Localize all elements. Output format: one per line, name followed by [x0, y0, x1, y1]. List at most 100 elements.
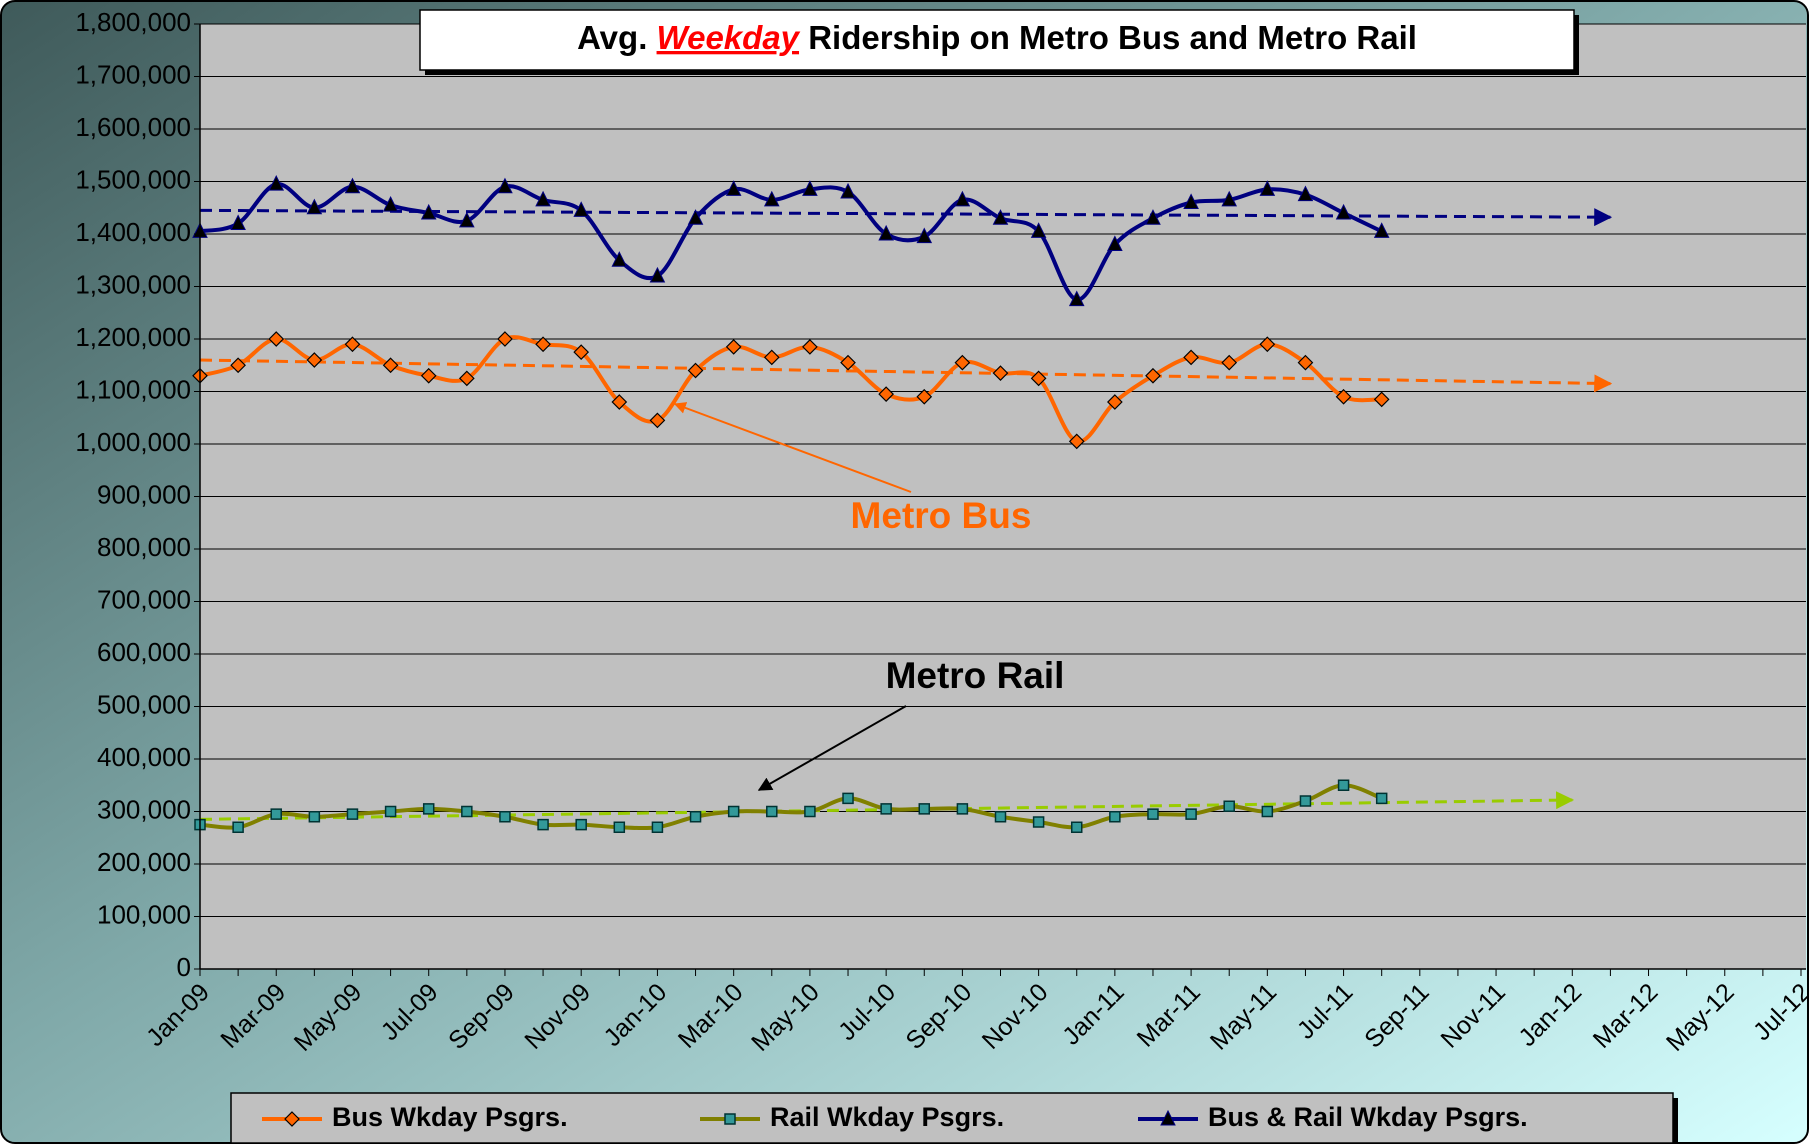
- marker: [382, 196, 399, 212]
- y-tick-label: 600,000: [97, 637, 191, 667]
- marker: [1145, 209, 1161, 225]
- y-tick-label: 1,400,000: [75, 217, 191, 247]
- marker: [840, 354, 856, 371]
- marker: [1299, 795, 1312, 807]
- y-tick-label: 1,300,000: [75, 269, 191, 299]
- marker: [1183, 349, 1199, 366]
- marker: [649, 412, 666, 429]
- marker: [994, 811, 1007, 823]
- y-tick-label: 1,800,000: [75, 7, 191, 37]
- marker: [268, 331, 285, 347]
- marker: [916, 227, 933, 244]
- marker: [842, 792, 854, 805]
- marker: [649, 266, 666, 283]
- marker: [1261, 805, 1274, 818]
- marker: [344, 336, 361, 353]
- title-part: Weekday: [657, 19, 801, 56]
- marker: [461, 805, 473, 818]
- marker: [382, 357, 399, 374]
- annotation: Metro Bus: [851, 495, 1032, 536]
- y-tick-label: 1,100,000: [75, 374, 191, 404]
- marker: [535, 190, 551, 207]
- y-tick-label: 1,200,000: [75, 322, 191, 352]
- annotation-arrow: [673, 402, 912, 493]
- marker: [1109, 811, 1121, 823]
- y-axis: 0 100,000 200,000 300,000 400,000 500,000 600,…: [75, 7, 200, 982]
- marker: [575, 818, 587, 831]
- marker: [1221, 354, 1238, 371]
- marker: [499, 811, 511, 823]
- marker: [1107, 235, 1123, 251]
- marker: [687, 362, 704, 379]
- marker: [1185, 808, 1197, 820]
- title-box: [419, 9, 1575, 71]
- marker: [230, 214, 246, 230]
- series-lines: [192, 175, 1390, 833]
- marker: [346, 808, 359, 820]
- marker: [1337, 779, 1350, 791]
- marker: [344, 177, 361, 194]
- series-line: [199, 335, 1382, 444]
- marker: [687, 209, 704, 225]
- y-tick-label: 700,000: [97, 584, 191, 614]
- marker: [918, 803, 931, 815]
- marker: [1030, 370, 1047, 387]
- marker: [916, 388, 933, 405]
- chart-title: Avg. Weekday Ridership on Metro Bus and …: [577, 19, 1417, 56]
- marker: [725, 339, 742, 355]
- marker: [308, 811, 321, 823]
- y-tick-label: 300,000: [97, 794, 191, 824]
- legend-label: Bus & Rail Wkday Psgrs.: [1208, 1102, 1528, 1132]
- marker: [954, 354, 971, 371]
- marker: [535, 336, 551, 353]
- marker: [1107, 394, 1123, 410]
- legend-label: Bus Wkday Psgrs.: [332, 1102, 568, 1132]
- marker: [766, 805, 778, 818]
- marker: [1221, 190, 1238, 207]
- marker: [763, 190, 780, 207]
- marker: [284, 1111, 300, 1127]
- legend: [230, 1092, 1674, 1144]
- marker: [956, 803, 969, 815]
- marker: [573, 201, 589, 217]
- marker: [1070, 821, 1083, 833]
- marker: [420, 203, 437, 220]
- marker: [1335, 203, 1352, 220]
- marker: [954, 190, 971, 207]
- marker: [384, 805, 397, 818]
- y-tick-label: 100,000: [97, 899, 191, 929]
- marker: [497, 177, 513, 194]
- marker: [992, 209, 1009, 225]
- marker: [459, 211, 475, 228]
- marker: [268, 175, 285, 191]
- marker: [1375, 792, 1388, 805]
- marker: [880, 803, 892, 815]
- annotation: Metro Rail: [886, 655, 1065, 696]
- marker: [992, 365, 1009, 381]
- marker: [1297, 354, 1314, 371]
- marker: [878, 224, 894, 241]
- marker: [804, 805, 816, 818]
- marker: [306, 198, 323, 215]
- marker: [1145, 367, 1161, 384]
- marker: [1373, 391, 1390, 408]
- y-tick-label: 1,500,000: [75, 164, 191, 194]
- trendline: [199, 208, 1613, 227]
- marker: [573, 344, 590, 360]
- marker: [1297, 185, 1314, 202]
- marker: [613, 821, 626, 833]
- marker: [840, 182, 856, 199]
- marker: [458, 370, 475, 387]
- y-tick-label: 1,600,000: [75, 112, 191, 142]
- y-tick-label: 800,000: [97, 532, 191, 562]
- y-tick-label: 1,000,000: [75, 427, 191, 457]
- annotation-arrow: [757, 705, 907, 791]
- marker: [1147, 808, 1159, 820]
- y-tick-label: 500,000: [97, 689, 191, 719]
- trendline: [199, 358, 1613, 393]
- marker: [1373, 222, 1390, 238]
- marker: [727, 805, 740, 818]
- marker: [537, 818, 549, 831]
- legend-label: Rail Wkday Psgrs.: [770, 1102, 1004, 1132]
